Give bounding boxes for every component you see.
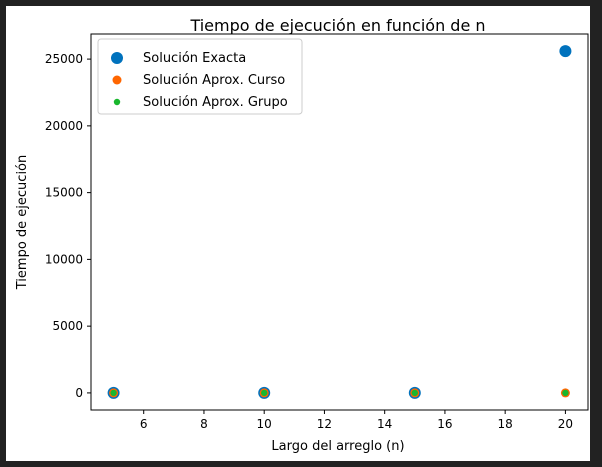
chart-title: Tiempo de ejecución en función de n (189, 16, 485, 35)
data-point-series-1 (559, 45, 572, 58)
x-tick-label: 6 (140, 417, 148, 431)
x-tick-label: 8 (200, 417, 208, 431)
data-points (107, 45, 572, 399)
legend: Solución Exacta Solución Aprox. Curso Solu… (97, 38, 303, 115)
y-tick-label: 15000 (45, 186, 83, 200)
legend-label-series-2: Solución Aprox. Curso (143, 73, 285, 88)
y-tick-label: 10000 (45, 252, 83, 266)
plot-frame (90, 33, 589, 411)
y-tick-label: 25000 (45, 52, 83, 66)
x-tick-label: 16 (437, 417, 452, 431)
y-axis-label: Tiempo de ejecución (15, 155, 30, 290)
x-tick-label: 20 (558, 417, 573, 431)
legend-label-series-3: Solución Aprox. Grupo (143, 95, 288, 110)
x-tick-label: 14 (377, 417, 392, 431)
x-tick-label: 18 (498, 417, 513, 431)
legend-marker-series-3 (113, 98, 121, 106)
y-axis: 0 5000 10000 15000 20000 25000 (45, 52, 91, 400)
legend-marker-series-1 (111, 52, 123, 64)
legend-box (97, 38, 303, 115)
data-point-series-3 (562, 389, 569, 397)
legend-label-series-1: Solución Exacta (143, 51, 246, 66)
x-tick-label: 12 (317, 417, 332, 431)
data-point-series-3 (110, 389, 117, 397)
legend-marker-series-2 (112, 75, 122, 85)
x-tick-label: 10 (257, 417, 272, 431)
data-point-series-3 (260, 389, 268, 397)
chart-figure: Tiempo de ejecución en función de n 6 8 10… (6, 6, 590, 461)
data-point-series-3 (411, 389, 419, 397)
x-axis: 6 8 10 12 14 16 18 20 (140, 410, 573, 431)
y-tick-label: 0 (75, 386, 83, 400)
x-axis-label: Largo del arreglo (n) (271, 439, 404, 454)
scatter-chart: Tiempo de ejecución en función de n 6 8 10… (15, 16, 589, 454)
y-tick-label: 20000 (45, 119, 83, 133)
y-tick-label: 5000 (52, 319, 83, 333)
